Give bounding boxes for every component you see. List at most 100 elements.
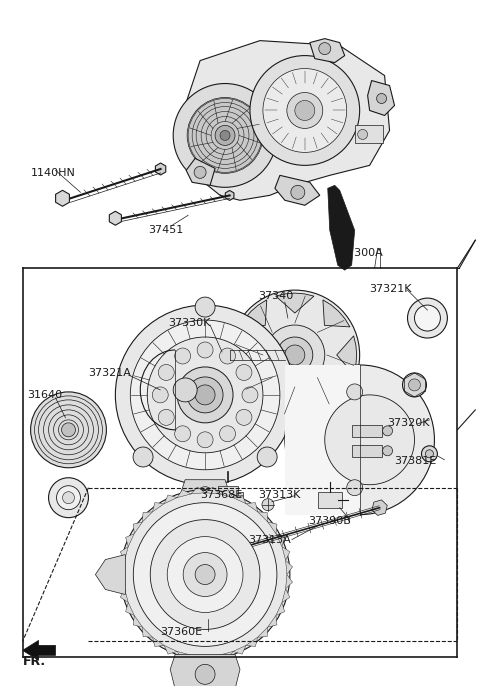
Circle shape: [62, 492, 74, 504]
Circle shape: [295, 100, 315, 120]
Circle shape: [285, 365, 434, 515]
Polygon shape: [276, 534, 285, 547]
Circle shape: [195, 565, 215, 585]
Polygon shape: [56, 190, 70, 206]
Polygon shape: [323, 383, 350, 410]
Text: 37360E: 37360E: [160, 627, 203, 638]
Polygon shape: [336, 336, 357, 374]
Circle shape: [415, 305, 441, 331]
Circle shape: [230, 290, 360, 420]
Bar: [318, 492, 342, 508]
Polygon shape: [164, 495, 177, 504]
Polygon shape: [233, 645, 246, 654]
Text: 37320K: 37320K: [387, 418, 430, 428]
Bar: [218, 486, 238, 496]
Polygon shape: [180, 41, 390, 201]
Polygon shape: [120, 547, 128, 561]
Text: 37340: 37340: [258, 291, 293, 301]
Circle shape: [133, 503, 277, 646]
Polygon shape: [186, 159, 215, 185]
Circle shape: [408, 298, 447, 338]
Polygon shape: [164, 645, 177, 654]
Polygon shape: [328, 185, 355, 270]
Polygon shape: [153, 638, 164, 646]
Circle shape: [195, 664, 215, 684]
Text: 37390B: 37390B: [308, 516, 351, 526]
Circle shape: [347, 480, 363, 496]
Circle shape: [120, 490, 290, 660]
Circle shape: [277, 337, 313, 373]
Polygon shape: [268, 522, 277, 534]
Polygon shape: [205, 655, 219, 662]
Polygon shape: [133, 616, 143, 627]
Bar: [352, 444, 382, 457]
Circle shape: [147, 337, 263, 453]
Circle shape: [403, 373, 426, 397]
Text: 37300A: 37300A: [340, 248, 383, 258]
Polygon shape: [180, 480, 230, 510]
Polygon shape: [126, 534, 134, 547]
Circle shape: [130, 320, 280, 470]
Polygon shape: [275, 175, 320, 205]
Circle shape: [347, 384, 363, 400]
Circle shape: [250, 56, 360, 166]
Circle shape: [187, 98, 263, 173]
Circle shape: [197, 342, 213, 358]
Polygon shape: [233, 495, 246, 504]
Polygon shape: [246, 638, 258, 646]
Text: 37381E: 37381E: [395, 455, 437, 466]
Circle shape: [425, 450, 433, 458]
Polygon shape: [323, 300, 350, 327]
Polygon shape: [276, 293, 314, 313]
Circle shape: [287, 93, 323, 128]
Circle shape: [377, 93, 386, 104]
Polygon shape: [156, 163, 166, 175]
Polygon shape: [258, 627, 268, 638]
Circle shape: [175, 348, 191, 364]
Polygon shape: [286, 574, 292, 589]
Text: FR.: FR.: [23, 655, 46, 668]
Polygon shape: [143, 627, 153, 638]
Circle shape: [257, 447, 277, 467]
Circle shape: [242, 387, 258, 403]
Circle shape: [262, 499, 274, 510]
Circle shape: [263, 69, 347, 153]
Circle shape: [183, 552, 227, 596]
Polygon shape: [219, 651, 233, 660]
Circle shape: [383, 446, 393, 455]
Circle shape: [383, 426, 393, 436]
Circle shape: [215, 126, 235, 146]
Bar: [352, 425, 382, 437]
Polygon shape: [246, 503, 258, 512]
Circle shape: [220, 131, 230, 140]
Polygon shape: [177, 490, 191, 497]
Text: 31640: 31640: [28, 390, 63, 400]
Circle shape: [219, 348, 236, 364]
Circle shape: [57, 486, 81, 510]
Polygon shape: [170, 655, 240, 687]
Text: 37321K: 37321K: [370, 284, 412, 294]
Polygon shape: [268, 616, 277, 627]
Text: 37313A: 37313A: [248, 534, 291, 545]
Polygon shape: [118, 561, 125, 574]
Polygon shape: [118, 574, 125, 589]
Circle shape: [158, 409, 174, 425]
Circle shape: [158, 365, 174, 381]
Circle shape: [319, 43, 331, 54]
Polygon shape: [286, 561, 292, 574]
Circle shape: [167, 537, 243, 612]
Polygon shape: [282, 547, 290, 561]
Bar: [213, 492, 243, 519]
Circle shape: [194, 166, 206, 179]
Circle shape: [197, 486, 213, 503]
Polygon shape: [219, 490, 233, 497]
Polygon shape: [372, 500, 387, 515]
Circle shape: [152, 387, 168, 403]
Polygon shape: [368, 80, 395, 115]
Circle shape: [408, 379, 420, 391]
Circle shape: [173, 84, 277, 188]
Polygon shape: [191, 487, 205, 494]
Polygon shape: [233, 336, 253, 374]
Polygon shape: [126, 602, 134, 616]
Bar: [355, 126, 383, 144]
